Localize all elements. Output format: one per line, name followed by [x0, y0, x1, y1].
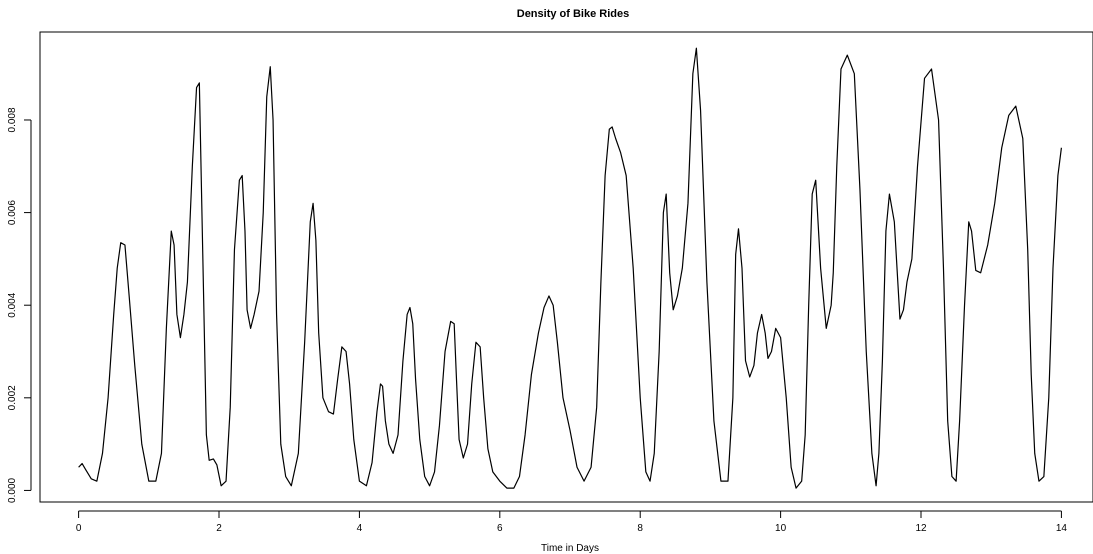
x-tick-label: 6	[497, 523, 503, 534]
x-tick-label: 8	[637, 523, 643, 534]
chart-title: Density of Bike Rides	[517, 8, 629, 20]
y-tick-label: 0.006	[7, 200, 18, 225]
x-tick-label: 14	[1056, 523, 1068, 534]
y-tick-label: 0.002	[7, 385, 18, 410]
x-tick-label: 4	[357, 523, 363, 534]
x-axis-label: Time in Days	[541, 543, 599, 554]
density-line	[78, 47, 1063, 489]
y-axis: 0.000 0.002 0.004 0.006 0.008	[7, 107, 32, 503]
y-tick-label: 0.004	[7, 292, 18, 317]
y-tick-label: 0.008	[7, 107, 18, 132]
x-tick-label: 2	[216, 523, 222, 534]
x-tick-label: 10	[775, 523, 787, 534]
y-tick-label: 0.000	[7, 477, 18, 502]
plot-frame	[39, 31, 1093, 503]
x-axis: 0 2 4 6 8 10 12 14	[76, 510, 1068, 534]
x-tick-label: 12	[915, 523, 927, 534]
x-tick-label: 0	[76, 523, 82, 534]
